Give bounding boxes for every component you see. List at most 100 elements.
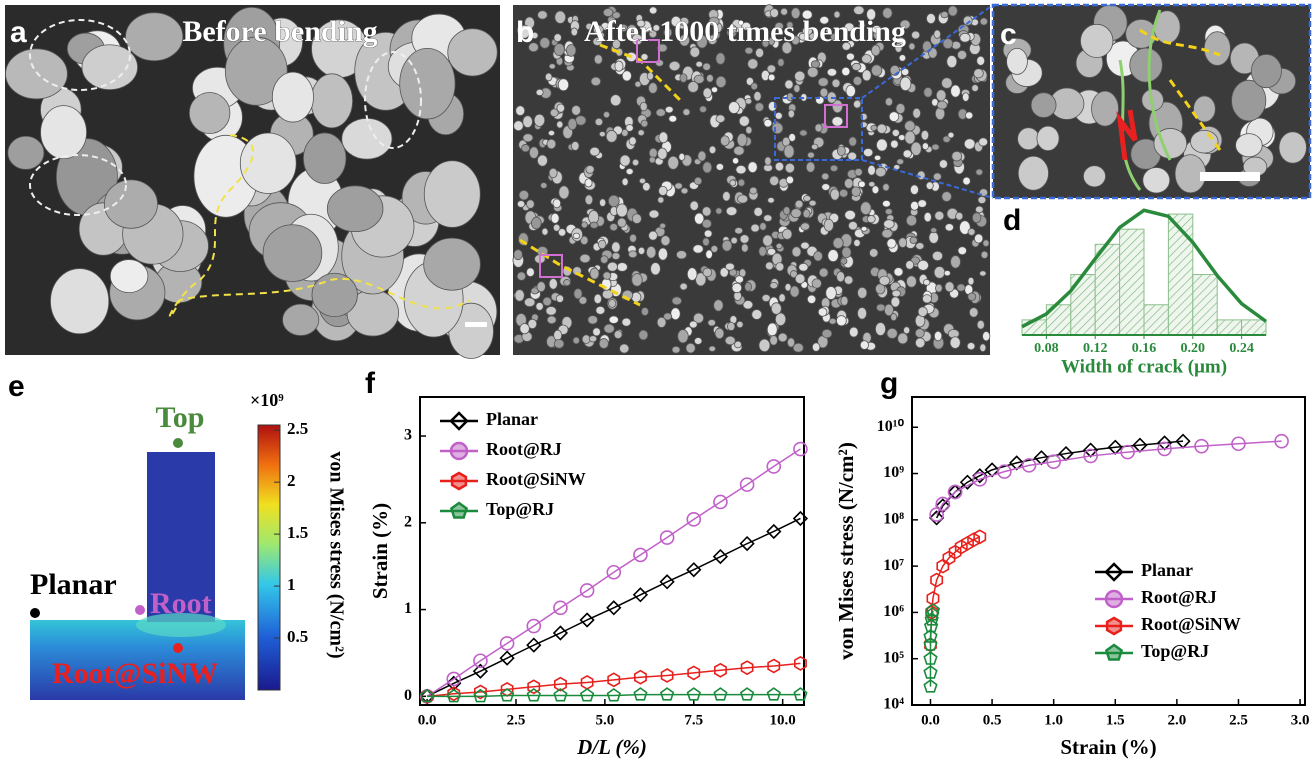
grain bbox=[616, 262, 628, 272]
grain bbox=[1091, 90, 1119, 127]
grain bbox=[739, 234, 750, 244]
grain bbox=[646, 246, 657, 259]
grain bbox=[886, 328, 898, 339]
grain bbox=[814, 123, 823, 133]
grain bbox=[830, 188, 840, 201]
marker bbox=[473, 684, 487, 700]
grain bbox=[600, 255, 609, 264]
grain bbox=[976, 319, 985, 330]
grain bbox=[679, 73, 688, 83]
grain bbox=[648, 156, 656, 164]
grain bbox=[523, 297, 536, 308]
grain bbox=[852, 76, 863, 86]
marker bbox=[973, 529, 987, 545]
grain bbox=[844, 178, 854, 189]
grain bbox=[640, 307, 649, 316]
x-tick-label: 5.0 bbox=[596, 712, 615, 728]
grain bbox=[710, 245, 719, 253]
grain bbox=[584, 178, 593, 188]
grain bbox=[670, 15, 682, 28]
grain bbox=[775, 243, 783, 250]
grain bbox=[1017, 155, 1049, 191]
grain bbox=[628, 136, 637, 146]
grain bbox=[701, 206, 712, 217]
grain bbox=[894, 43, 903, 53]
grain bbox=[744, 282, 752, 292]
grain bbox=[50, 268, 110, 335]
grain bbox=[798, 262, 809, 272]
series-line bbox=[427, 662, 801, 698]
marker bbox=[1083, 448, 1098, 464]
grain bbox=[548, 63, 556, 70]
grain bbox=[882, 7, 893, 19]
grain bbox=[557, 228, 567, 237]
grain bbox=[817, 77, 829, 87]
grain bbox=[545, 306, 557, 316]
grain bbox=[1142, 167, 1171, 194]
grain bbox=[239, 132, 297, 194]
grain bbox=[707, 34, 718, 45]
grain bbox=[546, 138, 557, 150]
grain bbox=[693, 337, 703, 345]
grain bbox=[693, 312, 705, 324]
grain bbox=[778, 293, 786, 303]
stress-region bbox=[136, 613, 226, 637]
grain bbox=[310, 73, 354, 129]
grain bbox=[589, 146, 600, 157]
grain bbox=[818, 267, 829, 278]
colorbar-tick-label: 1.5 bbox=[287, 523, 308, 542]
grain bbox=[982, 239, 990, 247]
grain bbox=[891, 289, 901, 298]
crack-path bbox=[519, 238, 641, 307]
grain bbox=[747, 161, 758, 174]
grain bbox=[956, 283, 966, 292]
marker bbox=[1231, 436, 1246, 452]
grain bbox=[608, 315, 619, 324]
grain bbox=[628, 250, 638, 259]
colorbar bbox=[257, 424, 281, 691]
grain bbox=[513, 249, 523, 261]
grain bbox=[652, 24, 661, 32]
grain bbox=[921, 142, 929, 151]
zoom-line bbox=[861, 4, 994, 99]
grain bbox=[811, 342, 821, 352]
grain bbox=[721, 239, 733, 252]
grain bbox=[947, 131, 955, 139]
marker bbox=[553, 600, 568, 616]
marker bbox=[793, 655, 807, 671]
grain bbox=[759, 222, 767, 231]
grain bbox=[621, 177, 629, 187]
grain bbox=[826, 68, 838, 77]
grain bbox=[423, 237, 481, 291]
x-tick-label: 0.5 bbox=[983, 712, 1002, 728]
grain bbox=[793, 84, 801, 93]
grain bbox=[781, 41, 793, 55]
grain bbox=[829, 164, 839, 172]
y-axis-label: von Mises stress (N/cm²) bbox=[834, 442, 858, 660]
grain bbox=[734, 275, 744, 284]
grain bbox=[703, 229, 713, 238]
grain bbox=[692, 244, 704, 254]
grain bbox=[893, 267, 904, 277]
grain bbox=[745, 126, 753, 135]
grain bbox=[803, 195, 812, 202]
marker bbox=[712, 548, 729, 565]
grain bbox=[674, 182, 683, 190]
marker bbox=[997, 464, 1012, 479]
grain bbox=[728, 101, 740, 114]
grain bbox=[729, 179, 737, 187]
series-line bbox=[935, 440, 1282, 515]
grain bbox=[783, 144, 795, 159]
grain bbox=[680, 187, 689, 195]
grain bbox=[758, 338, 771, 353]
grain bbox=[1190, 129, 1219, 154]
grain bbox=[741, 243, 749, 253]
grain bbox=[763, 214, 773, 222]
plot-frame bbox=[419, 396, 805, 706]
grain bbox=[1017, 127, 1040, 151]
panel-label: c bbox=[1000, 18, 1017, 51]
grain bbox=[786, 92, 794, 102]
grain bbox=[914, 328, 925, 338]
grain bbox=[302, 132, 347, 184]
grain bbox=[867, 164, 876, 176]
